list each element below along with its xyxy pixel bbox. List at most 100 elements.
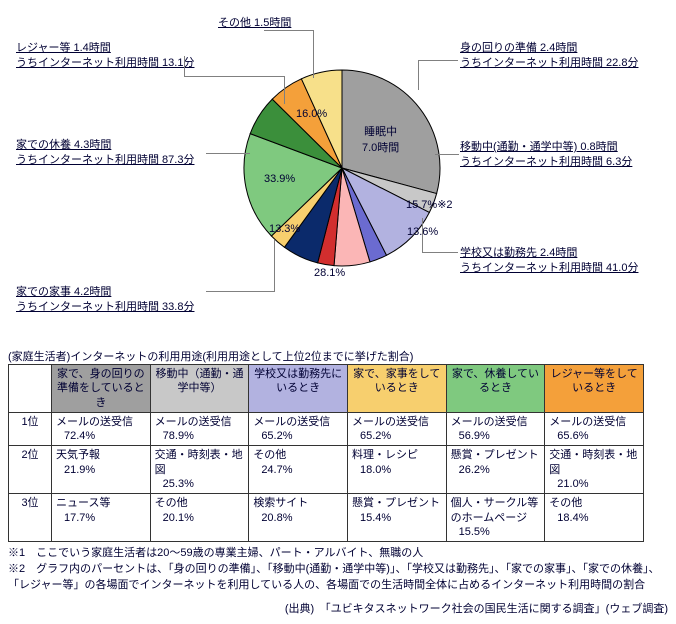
- cell-1-1: 交通・時刻表・地図 25.3%: [150, 446, 249, 494]
- pie-center-label: 睡眠中 7.0時間: [362, 123, 399, 155]
- callout-commute-l2: うちインターネット利用時間 6.3分: [460, 156, 632, 168]
- cell-l1: メールの送受信: [155, 416, 232, 428]
- callout-work: 学校又は勤務先 2.4時間 うちインターネット利用時間 41.0分: [460, 246, 638, 276]
- callout-chores: 家での家事 4.2時間 うちインターネット利用時間 33.8分: [16, 285, 194, 315]
- cell-1-0: 天気予報 21.9%: [52, 446, 151, 494]
- callout-leisure-l1: レジャー等 1.4時間: [16, 42, 111, 54]
- cell-l2: 18.0%: [352, 464, 391, 476]
- cell-2-3: 懸賞・プレゼント 15.4%: [347, 494, 446, 542]
- callout-rest-l2: うちインターネット利用時間 87.3分: [16, 154, 194, 166]
- cell-l1: メールの送受信: [56, 416, 133, 428]
- leader: [264, 30, 314, 31]
- cell-l1: 料理・レシピ: [352, 449, 418, 461]
- cell-l2: 65.2%: [253, 430, 292, 442]
- cell-l1: 天気予報: [56, 449, 100, 461]
- usage-table: 家で、身の回りの準備をしているとき移動中（通勤・通学中等）学校又は勤務先にいると…: [8, 364, 644, 542]
- cell-2-5: その他 18.4%: [545, 494, 644, 542]
- cell-l2: 15.4%: [352, 512, 391, 524]
- cell-1-3: 料理・レシピ 18.0%: [347, 446, 446, 494]
- note-2: ※2 グラフ内のパーセントは、「身の回りの準備」、「移動中(通勤・通学中等)」、…: [8, 562, 668, 594]
- cell-l1: メールの送受信: [253, 416, 330, 428]
- callout-rest: 家での休養 4.3時間 うちインターネット利用時間 87.3分: [16, 138, 194, 168]
- cell-l1: 個人・サークル等のホームページ: [451, 497, 539, 523]
- cell-0-4: メールの送受信 56.9%: [446, 412, 545, 446]
- cell-2-0: ニュース等17.7%: [52, 494, 151, 542]
- cell-l1: 懸賞・プレゼント: [352, 497, 440, 509]
- leader: [418, 60, 419, 90]
- cell-l2: 17.7%: [56, 512, 95, 524]
- rank-1: 1位: [9, 412, 52, 446]
- cell-0-0: メールの送受信 72.4%: [52, 412, 151, 446]
- cell-l2: 25.3%: [155, 478, 194, 490]
- cell-1-5: 交通・時刻表・地図 21.0%: [545, 446, 644, 494]
- cell-l2: 20.8%: [253, 512, 292, 524]
- cell-l1: メールの送受信: [451, 416, 528, 428]
- pct-rest: 33.9%: [264, 173, 295, 185]
- leader: [422, 252, 458, 253]
- callout-commute: 移動中(通勤・通学中等) 0.8時間 うちインターネット利用時間 6.3分: [460, 140, 632, 170]
- pie-chart-area: 睡眠中 7.0時間 15.7%※2 13.6% 28.1% 13.3% 33.9…: [8, 8, 668, 338]
- callout-prep-l2: うちインターネット利用時間 22.8分: [460, 57, 638, 69]
- callout-prep-l1: 身の回りの準備 2.4時間: [460, 42, 577, 54]
- cell-2-2: 検索サイト 20.8%: [249, 494, 348, 542]
- leader: [206, 153, 250, 154]
- cell-l1: その他: [253, 449, 286, 461]
- cell-1-2: その他 24.7%: [249, 446, 348, 494]
- cell-0-2: メールの送受信 65.2%: [249, 412, 348, 446]
- cell-l2: 65.2%: [352, 430, 391, 442]
- source-citation: (出典) 「ユビキタスネットワーク社会の国民生活に関する調査」(ウェブ調査): [8, 600, 668, 616]
- pct-unlabD: 28.1%: [314, 267, 345, 279]
- leader: [418, 60, 458, 61]
- cell-l1: 検索サイト: [253, 497, 308, 509]
- callout-rest-l1: 家での休養 4.3時間: [16, 139, 111, 151]
- cell-l1: その他: [549, 497, 582, 509]
- cell-l2: 15.5%: [451, 526, 490, 538]
- leader: [184, 56, 185, 76]
- cell-l2: 20.1%: [155, 512, 194, 524]
- callout-commute-l1: 移動中(通勤・通学中等) 0.8時間: [460, 141, 618, 153]
- leader: [184, 76, 284, 77]
- cell-l1: 交通・時刻表・地図: [549, 449, 637, 475]
- cell-l2: 21.9%: [56, 464, 95, 476]
- rank-header: [9, 365, 52, 413]
- leader: [313, 30, 314, 78]
- cell-0-1: メールの送受信 78.9%: [150, 412, 249, 446]
- col-header-5: レジャー等をしているとき: [545, 365, 644, 413]
- leader: [422, 218, 423, 252]
- cell-l2: 24.7%: [253, 464, 292, 476]
- note-1: ※1 ここでいう家庭生活者は20〜59歳の専業主婦、パート・アルバイト、無職の人: [8, 546, 668, 562]
- cell-l1: 交通・時刻表・地図: [155, 449, 243, 475]
- callout-leisure: レジャー等 1.4時間 うちインターネット利用時間 13.1分: [16, 41, 194, 71]
- pct-work: 15.7%※2: [406, 198, 453, 211]
- col-header-3: 家で、家事をしているとき: [347, 365, 446, 413]
- cell-l2: 18.4%: [549, 512, 588, 524]
- cell-l2: 65.6%: [549, 430, 588, 442]
- cell-l2: 21.0%: [549, 478, 588, 490]
- callout-prep: 身の回りの準備 2.4時間 うちインターネット利用時間 22.8分: [460, 41, 638, 71]
- callout-leisure-l2: うちインターネット利用時間 13.1分: [16, 57, 194, 69]
- col-header-0: 家で、身の回りの準備をしているとき: [52, 365, 151, 413]
- cell-l2: 26.2%: [451, 464, 490, 476]
- cell-l1: メールの送受信: [352, 416, 429, 428]
- col-header-2: 学校又は勤務先にいるとき: [249, 365, 348, 413]
- pie-chart: [242, 68, 442, 268]
- cell-l1: メールの送受信: [549, 416, 626, 428]
- cell-2-1: その他 20.1%: [150, 494, 249, 542]
- cell-1-4: 懸賞・プレゼント 26.2%: [446, 446, 545, 494]
- leader: [435, 154, 459, 155]
- center-l2: 7.0時間: [362, 142, 399, 154]
- callout-work-l1: 学校又は勤務先 2.4時間: [460, 247, 577, 259]
- callout-chores-l1: 家での家事 4.2時間: [16, 286, 111, 298]
- cell-l1: その他: [155, 497, 188, 509]
- cell-l2: 56.9%: [451, 430, 490, 442]
- col-header-4: 家で、休養しているとき: [446, 365, 545, 413]
- rank-2: 2位: [9, 446, 52, 494]
- leader: [274, 240, 275, 292]
- leader: [284, 76, 285, 104]
- rank-3: 3位: [9, 494, 52, 542]
- callout-work-l2: うちインターネット利用時間 41.0分: [460, 262, 638, 274]
- pct-chores: 13.3%: [269, 223, 300, 235]
- cell-l2: 72.4%: [56, 430, 95, 442]
- cell-l2: 78.9%: [155, 430, 194, 442]
- cell-l1: 懸賞・プレゼント: [451, 449, 539, 461]
